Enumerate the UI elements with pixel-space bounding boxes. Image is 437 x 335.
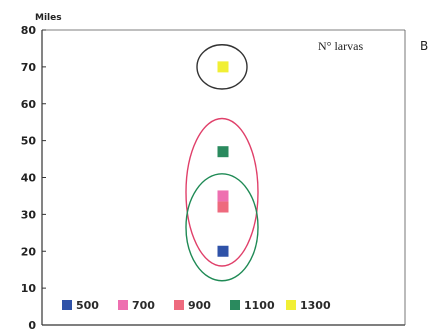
legend-label: 700 xyxy=(132,299,155,312)
data-point xyxy=(217,201,229,213)
legend: 500 700 900 1100 1300 xyxy=(62,299,331,312)
legend-label: 1300 xyxy=(300,299,331,312)
panel-label: B xyxy=(420,39,428,53)
data-point xyxy=(217,190,229,202)
legend-label: 1100 xyxy=(244,299,275,312)
y-axis-ticks: 0 10 20 30 40 50 60 70 80 xyxy=(21,24,46,332)
y-tick-label: 50 xyxy=(21,135,37,148)
data-point xyxy=(217,245,229,257)
grouping-ellipses xyxy=(185,44,259,282)
data-point xyxy=(217,61,229,73)
legend-label: 500 xyxy=(76,299,99,312)
legend-label: 900 xyxy=(188,299,211,312)
in-plot-label: N° larvas xyxy=(318,39,363,53)
y-tick-label: 0 xyxy=(28,319,36,332)
legend-swatch xyxy=(62,300,72,310)
grouping-ellipse xyxy=(196,44,248,90)
legend-swatch xyxy=(286,300,296,310)
y-axis-unit-label: Miles xyxy=(35,13,62,23)
legend-swatch xyxy=(230,300,240,310)
y-tick-label: 60 xyxy=(21,98,37,111)
data-points xyxy=(217,61,229,257)
data-point xyxy=(217,146,229,158)
grouping-ellipse xyxy=(185,173,259,282)
legend-swatch xyxy=(174,300,184,310)
y-tick-label: 40 xyxy=(21,172,37,185)
y-tick-label: 10 xyxy=(21,282,37,295)
y-tick-label: 70 xyxy=(21,61,37,74)
y-tick-label: 30 xyxy=(21,208,37,221)
legend-swatch xyxy=(118,300,128,310)
grouping-ellipse xyxy=(185,117,259,267)
y-tick-label: 20 xyxy=(21,245,37,258)
y-tick-label: 80 xyxy=(21,24,37,37)
